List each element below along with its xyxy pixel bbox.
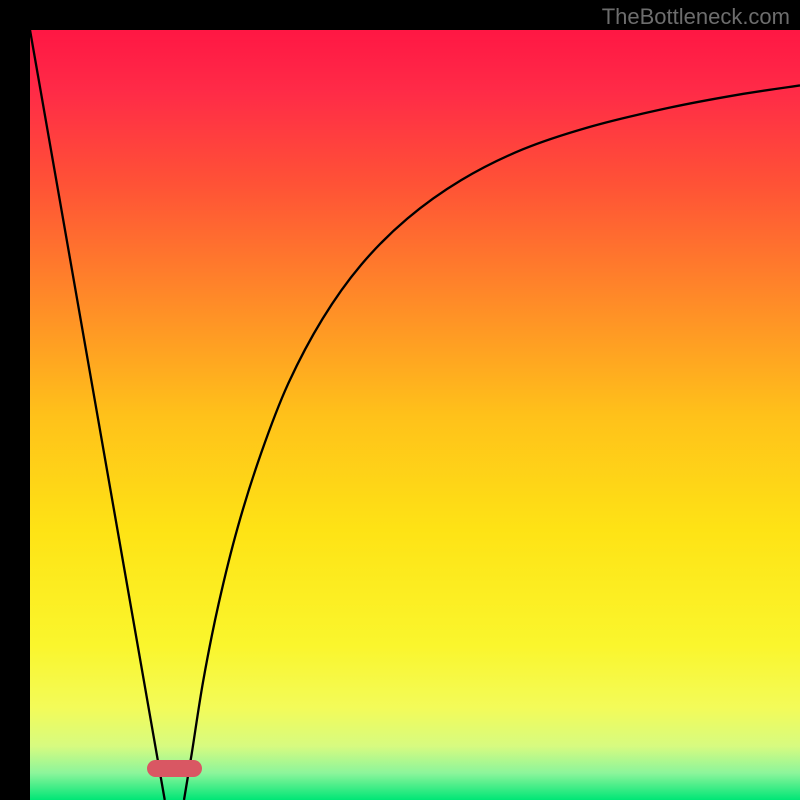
- plot-area: [30, 30, 800, 770]
- watermark-text: TheBottleneck.com: [602, 4, 790, 30]
- chart-frame: TheBottleneck.com: [0, 0, 800, 800]
- curve-left-line: [30, 30, 165, 800]
- bottleneck-curves: [30, 30, 800, 800]
- curve-right-line: [184, 85, 800, 800]
- valley-marker: [147, 760, 202, 776]
